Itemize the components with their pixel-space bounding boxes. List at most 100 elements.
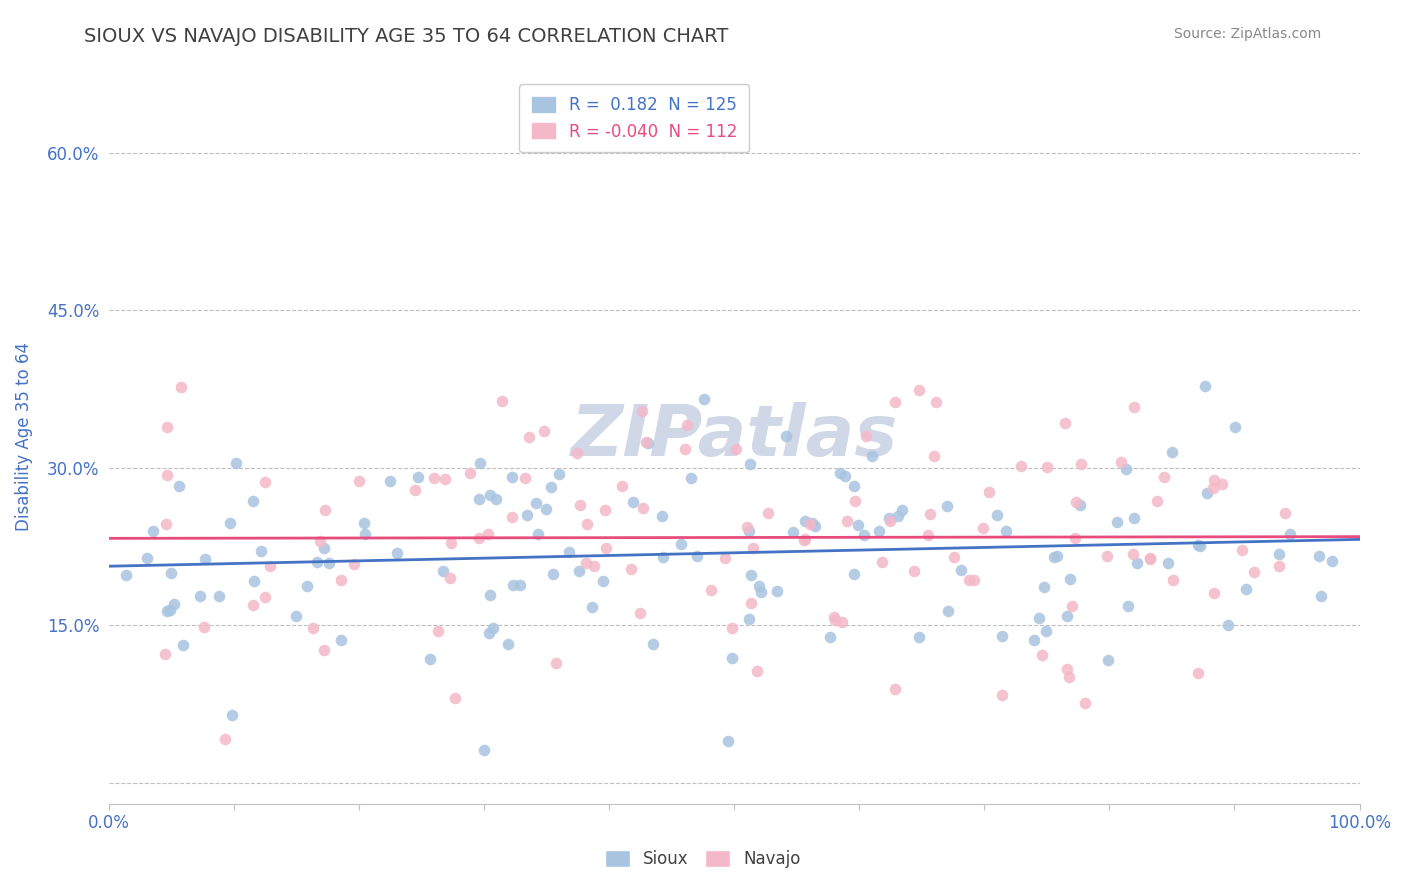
Point [1115,462,1137,476]
Point [524,496,547,510]
Point [818,630,841,644]
Text: Source: ZipAtlas.com: Source: ZipAtlas.com [1174,27,1322,41]
Point [860,450,883,464]
Point [568,564,591,578]
Point [631,403,654,417]
Point [717,733,740,747]
Point [879,514,901,528]
Point [314,502,336,516]
Point [745,664,768,678]
Point [193,620,215,634]
Point [423,471,446,485]
Point [1122,511,1144,525]
Point [1202,481,1225,495]
Point [308,533,330,548]
Point [890,502,912,516]
Point [1046,549,1069,564]
Point [565,446,588,460]
Point [612,479,634,493]
Point [972,521,994,535]
Point [765,584,787,599]
Point [799,517,821,532]
Point [1232,543,1254,558]
Point [491,393,513,408]
Point [1187,665,1209,680]
Point [737,520,759,534]
Point [253,475,276,490]
Point [943,549,966,564]
Point [509,578,531,592]
Point [548,467,571,481]
Point [1278,526,1301,541]
Point [700,583,723,598]
Point [295,579,318,593]
Point [834,469,856,483]
Point [1234,582,1257,596]
Point [433,471,456,485]
Point [935,499,957,513]
Point [979,485,1001,500]
Point [1060,599,1083,613]
Point [844,567,866,582]
Point [669,537,692,551]
Point [1161,573,1184,587]
Point [188,589,211,603]
Point [887,509,910,524]
Point [643,637,665,651]
Point [470,456,492,470]
Point [877,511,900,525]
Point [621,495,644,509]
Point [918,507,941,521]
Point [749,585,772,599]
Point [155,516,177,531]
Point [1022,632,1045,647]
Point [242,598,264,612]
Point [793,533,815,548]
Point [846,518,869,533]
Point [991,688,1014,702]
Point [439,571,461,585]
Point [318,556,340,570]
Point [720,621,742,635]
Point [884,681,907,696]
Point [159,603,181,617]
Point [142,524,165,538]
Point [679,471,702,485]
Point [581,600,603,615]
Point [870,555,893,569]
Point [1063,531,1085,545]
Legend: Sioux, Navajo: Sioux, Navajo [598,843,808,875]
Point [1069,498,1091,512]
Point [1122,547,1144,561]
Point [302,621,325,635]
Point [1188,539,1211,553]
Point [544,656,567,670]
Point [225,456,247,470]
Point [1308,549,1330,564]
Point [329,573,352,587]
Point [1160,445,1182,459]
Point [631,500,654,515]
Point [354,526,377,541]
Point [1187,538,1209,552]
Point [242,493,264,508]
Point [444,691,467,706]
Point [693,392,716,406]
Point [172,638,194,652]
Point [995,524,1018,538]
Point [568,498,591,512]
Legend: R =  0.182  N = 125, R = -0.040  N = 112: R = 0.182 N = 125, R = -0.040 N = 112 [519,84,749,153]
Point [936,604,959,618]
Point [1054,417,1077,431]
Point [721,651,744,665]
Point [1126,556,1149,570]
Point [468,531,491,545]
Point [153,647,176,661]
Point [837,514,859,528]
Point [824,613,846,627]
Point [595,502,617,516]
Point [159,566,181,580]
Point [419,652,441,666]
Point [259,559,281,574]
Point [991,629,1014,643]
